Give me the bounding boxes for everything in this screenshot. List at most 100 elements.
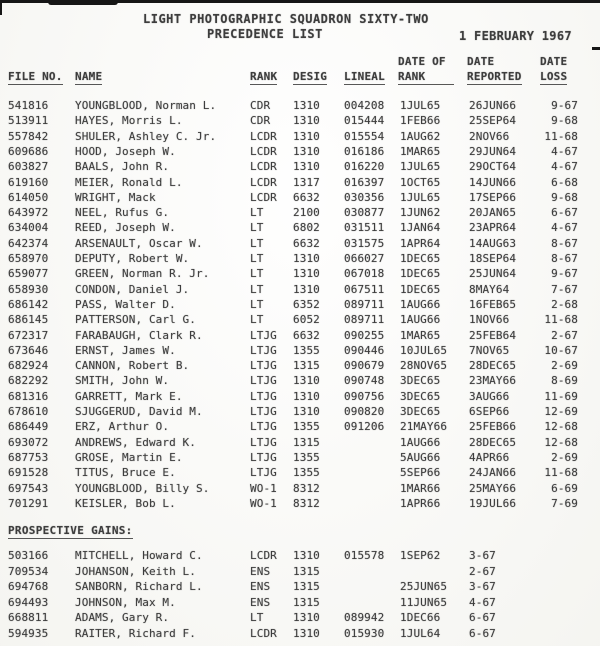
rank-cell: LT — [250, 221, 264, 235]
date-loss-cell: 9-67 — [551, 99, 578, 112]
date-of-rank-cell: 1FEB66 — [400, 114, 441, 128]
rank-cell: LT — [250, 282, 264, 296]
rank-cell: LT — [250, 297, 264, 311]
desig-cell: 1310 — [293, 611, 320, 624]
lineal-cell: 090756 — [344, 389, 385, 403]
date-of-rank-cell: 1DEC65 — [400, 267, 441, 281]
name-cell: FARABAUGH, Clark R. — [75, 328, 203, 342]
desig-cell: 2100 — [293, 206, 320, 220]
desig-cell: 1315 — [293, 359, 320, 373]
lineal-cell: 015554 — [344, 129, 385, 143]
table-row: 681316 GARRETT, Mark E. LTJG 1310 090756 3DEC… — [0, 390, 600, 405]
file-no-cell: 668811 — [8, 611, 49, 624]
column-header-rank: RANK — [250, 70, 278, 85]
table-row: 686449 ERZ, Arthur O. LTJG 1355 091206 21MAY6… — [0, 420, 600, 435]
file-no-cell: 557842 — [8, 129, 49, 143]
name-cell: SANBORN, Richard L. — [75, 580, 203, 593]
name-cell: ADAMS, Gary R. — [75, 611, 170, 624]
name-cell: CONDON, Daniel J. — [75, 282, 190, 296]
scan-edge-artifact-top — [0, 0, 600, 3]
lineal-cell: 030356 — [344, 190, 385, 204]
date-loss-cell: 4-67 — [551, 144, 578, 158]
date-loss-cell: 12-68 — [544, 420, 578, 434]
document-title: LIGHT PHOTOGRAPHIC SQUADRON SIXTY-TWO — [143, 12, 429, 26]
date-loss-cell: 6-68 — [551, 175, 578, 189]
lineal-cell: 089711 — [344, 313, 385, 327]
column-header-date-of-rank-line1: DATE OF — [398, 55, 446, 68]
column-header-desig: DESIG — [293, 70, 328, 85]
rank-cell: LTJG — [250, 359, 277, 373]
table-row: 682292 SMITH, John W. LTJG 1310 090748 3DEC65… — [0, 374, 600, 389]
name-cell: ERNST, James W. — [75, 343, 176, 357]
file-no-cell: 694493 — [8, 595, 49, 609]
rank-cell: LT — [250, 206, 264, 220]
date-reported-cell: 6-67 — [469, 626, 496, 640]
date-reported-cell: 25SEP64 — [469, 114, 517, 128]
file-no-cell: 686449 — [8, 420, 49, 434]
date-reported-cell: 28DEC65 — [469, 435, 517, 449]
name-cell: KEISLER, Bob L. — [75, 496, 176, 510]
date-reported-cell: 14AUG63 — [469, 236, 517, 250]
lineal-cell: 016397 — [344, 175, 385, 189]
lineal-cell: 004208 — [344, 99, 385, 112]
column-header-date-loss-line2: LOSS — [540, 70, 568, 85]
file-no-cell: 603827 — [8, 160, 49, 174]
date-of-rank-cell: 5AUG66 — [400, 450, 441, 464]
date-loss-cell: 11-68 — [544, 129, 578, 143]
date-reported-cell: 3-67 — [469, 549, 496, 562]
document-subtitle: PRECEDENCE LIST — [207, 27, 323, 41]
date-of-rank-cell: 3DEC65 — [400, 374, 441, 388]
rank-cell: LT — [250, 252, 264, 265]
name-cell: NEEL, Rufus G. — [75, 206, 170, 220]
date-loss-cell: 6-67 — [551, 206, 578, 220]
lineal-cell: 089942 — [344, 611, 385, 624]
name-cell: JOHANSON, Keith L. — [75, 564, 197, 578]
name-cell: HAYES, Morris L. — [75, 114, 183, 128]
file-no-cell: 682292 — [8, 374, 49, 388]
rank-cell: LT — [250, 267, 264, 281]
date-loss-cell: 4-67 — [551, 160, 578, 174]
desig-cell: 6802 — [293, 221, 320, 235]
date-reported-cell: 4-67 — [469, 595, 496, 609]
table-row: 709534 JOHANSON, Keith L. ENS 1315 2-67 — [0, 565, 600, 580]
table-row: 634004 REED, Joseph W. LT 6802 031511 1JAN64 2… — [0, 221, 600, 236]
desig-cell: 1310 — [293, 129, 320, 143]
date-reported-cell: 14JUN66 — [469, 175, 517, 189]
date-loss-cell: 2-69 — [551, 450, 578, 464]
prospective-gains-heading: PROSPECTIVE GAINS: — [8, 524, 133, 539]
table-row: 682924 CANNON, Robert B. LTJG 1315 090679 28N… — [0, 359, 600, 374]
table-row: 691528 TITUS, Bruce E. LTJG 1355 5SEP66 24JAN… — [0, 466, 600, 481]
desig-cell: 1355 — [293, 450, 320, 464]
desig-cell: 6632 — [293, 236, 320, 250]
date-of-rank-cell: 1MAR66 — [400, 481, 441, 495]
name-cell: TITUS, Bruce E. — [75, 466, 176, 480]
date-of-rank-cell: 1AUG66 — [400, 297, 441, 311]
date-of-rank-cell: 1DEC65 — [400, 282, 441, 296]
rank-cell: WO-1 — [250, 496, 277, 510]
date-loss-cell: 11-68 — [544, 466, 578, 480]
date-reported-cell: 29JUN64 — [469, 144, 517, 158]
date-of-rank-cell: 1JAN64 — [400, 221, 441, 235]
name-cell: ERZ, Arthur O. — [75, 420, 170, 434]
file-no-cell: 701291 — [8, 496, 49, 510]
table-row: 697543 YOUNGBLOOD, Billy S. WO-1 8312 1MAR66… — [0, 482, 600, 497]
file-no-cell: 658970 — [8, 252, 49, 265]
desig-cell: 8312 — [293, 481, 320, 495]
date-of-rank-cell: 1AUG66 — [400, 435, 441, 449]
column-header-date-of-rank-line2: RANK — [398, 70, 454, 85]
column-header-date-loss-line1: DATE — [540, 55, 568, 68]
date-of-rank-cell: 1AUG62 — [400, 129, 441, 143]
date-reported-cell: 1NOV66 — [469, 313, 510, 327]
desig-cell: 1310 — [293, 549, 320, 562]
date-loss-cell: 8-67 — [551, 236, 578, 250]
date-loss-cell: 9-68 — [551, 114, 578, 128]
date-reported-cell: 25JUN64 — [469, 267, 517, 281]
file-no-cell: 619160 — [8, 175, 49, 189]
date-reported-cell: 23MAY66 — [469, 374, 517, 388]
date-reported-cell: 17SEP66 — [469, 190, 517, 204]
rank-cell: LCDR — [250, 175, 277, 189]
table-row: 686142 PASS, Walter D. LT 6352 089711 1AUG66 1… — [0, 298, 600, 313]
lineal-cell: 090255 — [344, 328, 385, 342]
table-row: 678610 SJUGGERUD, David M. LTJG 1310 090820 3… — [0, 405, 600, 420]
file-no-cell: 541816 — [8, 99, 49, 112]
